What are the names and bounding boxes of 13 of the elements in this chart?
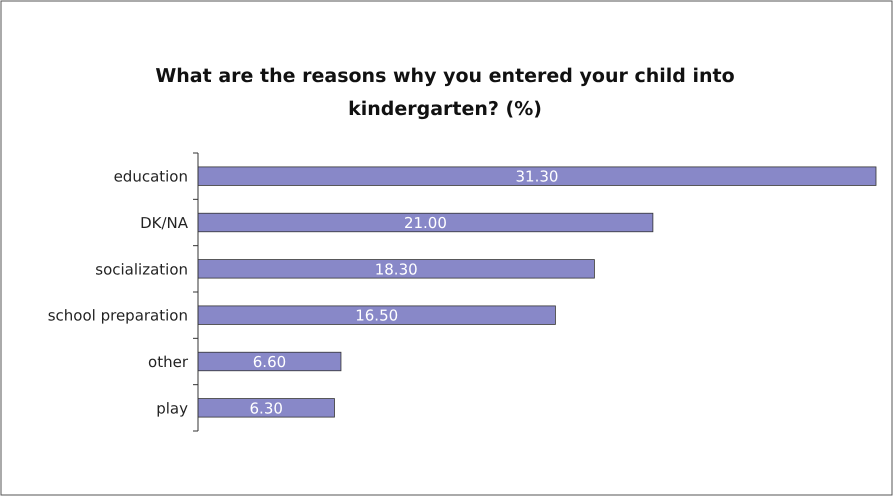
y-tick-label: school preparation xyxy=(48,306,188,325)
data-label: 18.30 xyxy=(374,260,418,278)
y-tick-label: socialization xyxy=(95,260,188,278)
y-tick-label: education xyxy=(114,168,188,186)
data-label: 6.60 xyxy=(252,353,286,371)
chart-title: What are the reasons why you entered your child into kindergarten? (%) xyxy=(155,65,735,120)
data-label: 16.50 xyxy=(355,306,398,325)
data-label: 21.00 xyxy=(404,214,447,232)
y-tick-label: DK/NA xyxy=(140,214,189,232)
y-tick-label: other xyxy=(148,353,189,371)
data-label: 31.30 xyxy=(516,168,558,186)
y-tick-label: play xyxy=(156,399,188,418)
data-label: 6.30 xyxy=(250,399,283,418)
